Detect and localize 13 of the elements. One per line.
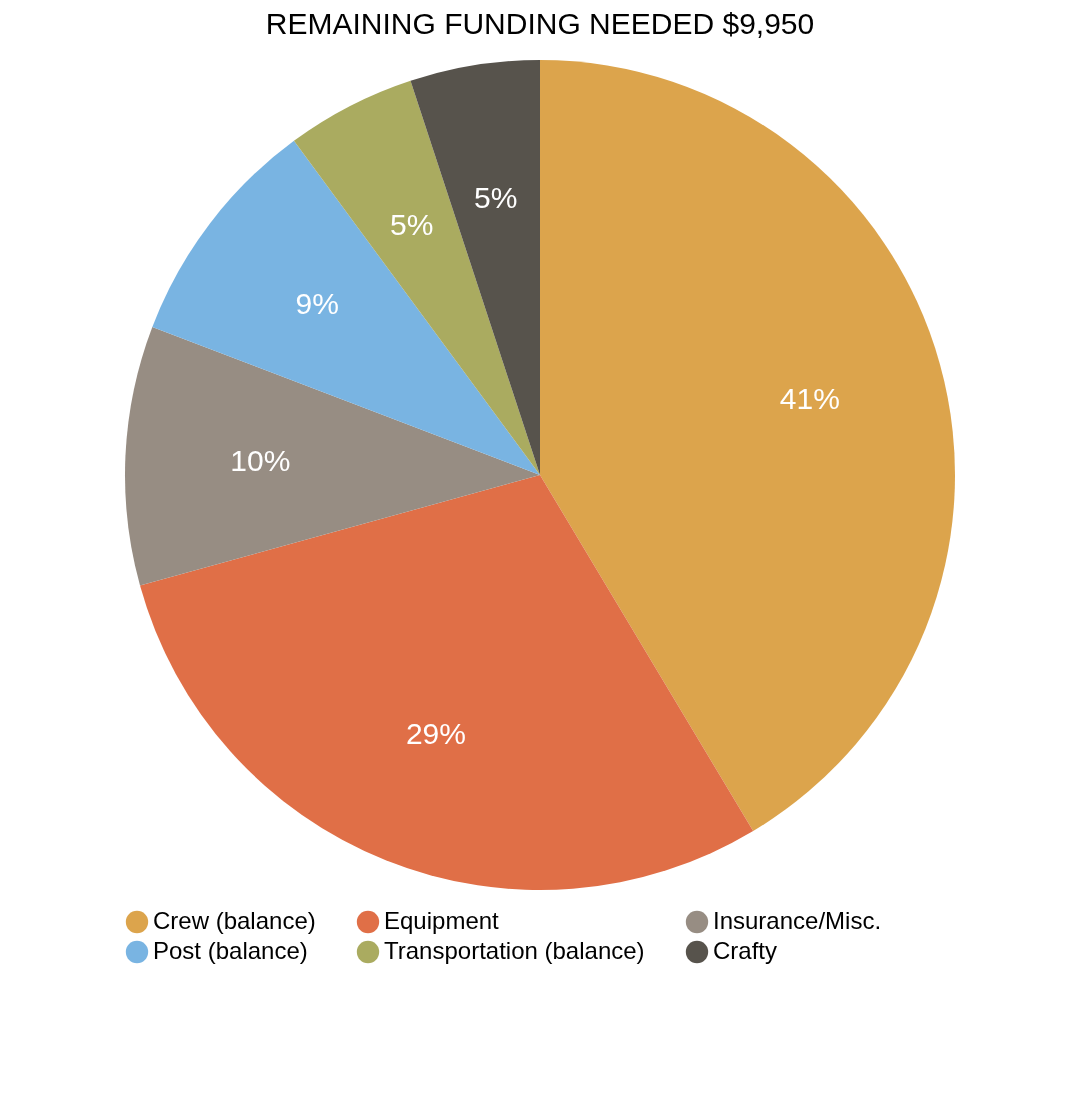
- data-label: 9%: [295, 287, 339, 321]
- legend-label: Insurance/Misc.: [713, 907, 882, 934]
- legend-label: Crew (balance): [153, 907, 316, 934]
- chart-title: REMAINING FUNDING NEEDED $9,950: [265, 7, 815, 40]
- data-label: 5%: [474, 180, 518, 214]
- data-label: 10%: [230, 443, 291, 477]
- data-label: 5%: [390, 208, 434, 242]
- legend-label: Post (balance): [153, 937, 308, 964]
- legend-label: Equipment: [384, 907, 500, 934]
- legend-label: Crafty: [713, 937, 778, 964]
- data-label: 29%: [405, 716, 466, 750]
- legend-label: Transportation (balance): [384, 937, 645, 964]
- data-label: 41%: [779, 382, 840, 416]
